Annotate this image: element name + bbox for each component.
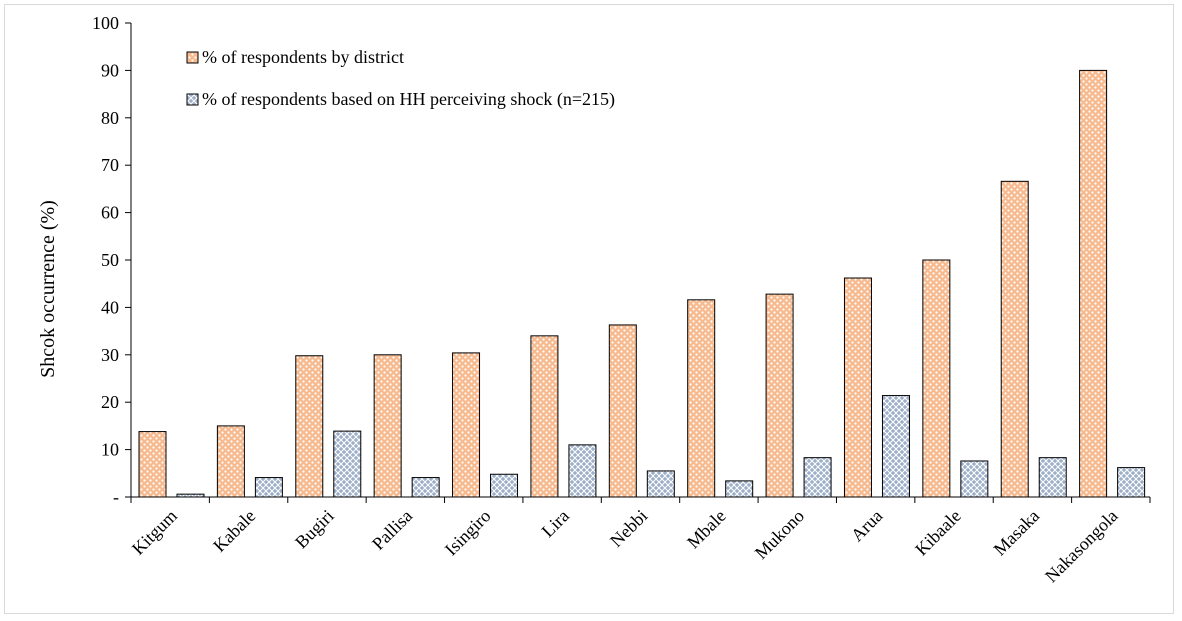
y-tick-label: 60 xyxy=(101,203,119,223)
legend: % of respondents by district % of respon… xyxy=(186,47,615,110)
legend-label-district: % of respondents by district xyxy=(202,47,404,67)
y-tick-label: 30 xyxy=(101,345,119,365)
y-tick-label: 20 xyxy=(101,392,119,412)
bar-district xyxy=(295,355,324,498)
y-tick-label: 10 xyxy=(101,440,119,460)
x-tick-label: Pallisa xyxy=(368,506,416,554)
x-tick-label: Kibaale xyxy=(911,506,965,560)
x-tick-label: Mbale xyxy=(683,506,730,553)
y-tick-label: 70 xyxy=(101,155,119,175)
x-tick-label: Bugiri xyxy=(291,506,338,553)
bar-district xyxy=(922,259,951,498)
legend-swatch-hh xyxy=(186,93,199,106)
bar-hh-shock xyxy=(411,477,440,498)
bar-district xyxy=(452,352,481,498)
x-tick-label: Mukono xyxy=(751,506,808,563)
bar-district xyxy=(1079,69,1108,498)
bar-district xyxy=(687,299,716,498)
legend-label-hh: % of respondents based on HH perceiving … xyxy=(202,89,615,110)
y-tick-label: 100 xyxy=(92,13,119,33)
x-tick-label: Kabale xyxy=(209,506,259,556)
bar-chart: Shcok occurrence (%) - 10 20 30 40 50 60 70 80 90… xyxy=(37,13,1151,587)
bar-district xyxy=(1000,180,1029,498)
y-tick-label: 90 xyxy=(101,60,119,80)
bar-hh-shock xyxy=(568,444,597,498)
bar-district xyxy=(373,354,402,498)
x-tick-label: Arua xyxy=(847,506,887,546)
bar-district xyxy=(765,293,794,498)
bar-hh-shock xyxy=(881,395,910,498)
x-tick-label: Isingiro xyxy=(441,506,495,560)
bar-hh-shock xyxy=(333,430,362,498)
bar-hh-shock xyxy=(803,457,832,498)
bar-district xyxy=(530,335,559,498)
y-tick-label: 50 xyxy=(101,250,119,270)
bar-hh-shock xyxy=(1117,467,1146,498)
bar-hh-shock xyxy=(1038,457,1067,498)
x-tick-label: Kitgum xyxy=(128,506,181,559)
x-tick-label: Nakasongola xyxy=(1041,506,1122,587)
chart-frame: Shcok occurrence (%) - 10 20 30 40 50 60 70 80 90… xyxy=(4,4,1174,614)
bar-district xyxy=(138,431,167,498)
x-tick-label: Nebbi xyxy=(606,506,651,551)
x-tick-label: Lira xyxy=(538,506,573,541)
bar-hh-shock xyxy=(960,460,989,498)
bar-district xyxy=(843,277,872,498)
y-tick-label: - xyxy=(113,487,119,507)
bar-hh-shock xyxy=(490,473,519,498)
y-axis-title: Shcok occurrence (%) xyxy=(37,200,59,378)
x-tick-label: Masaka xyxy=(990,506,1044,560)
bar-hh-shock xyxy=(725,480,754,498)
bar-hh-shock xyxy=(254,477,283,498)
y-tick-label: 40 xyxy=(101,297,119,317)
bar-hh-shock xyxy=(646,470,675,498)
legend-swatch-district xyxy=(186,51,199,64)
y-tick-label: 80 xyxy=(101,108,119,128)
bar-district xyxy=(216,425,245,498)
bar-district xyxy=(608,324,637,498)
